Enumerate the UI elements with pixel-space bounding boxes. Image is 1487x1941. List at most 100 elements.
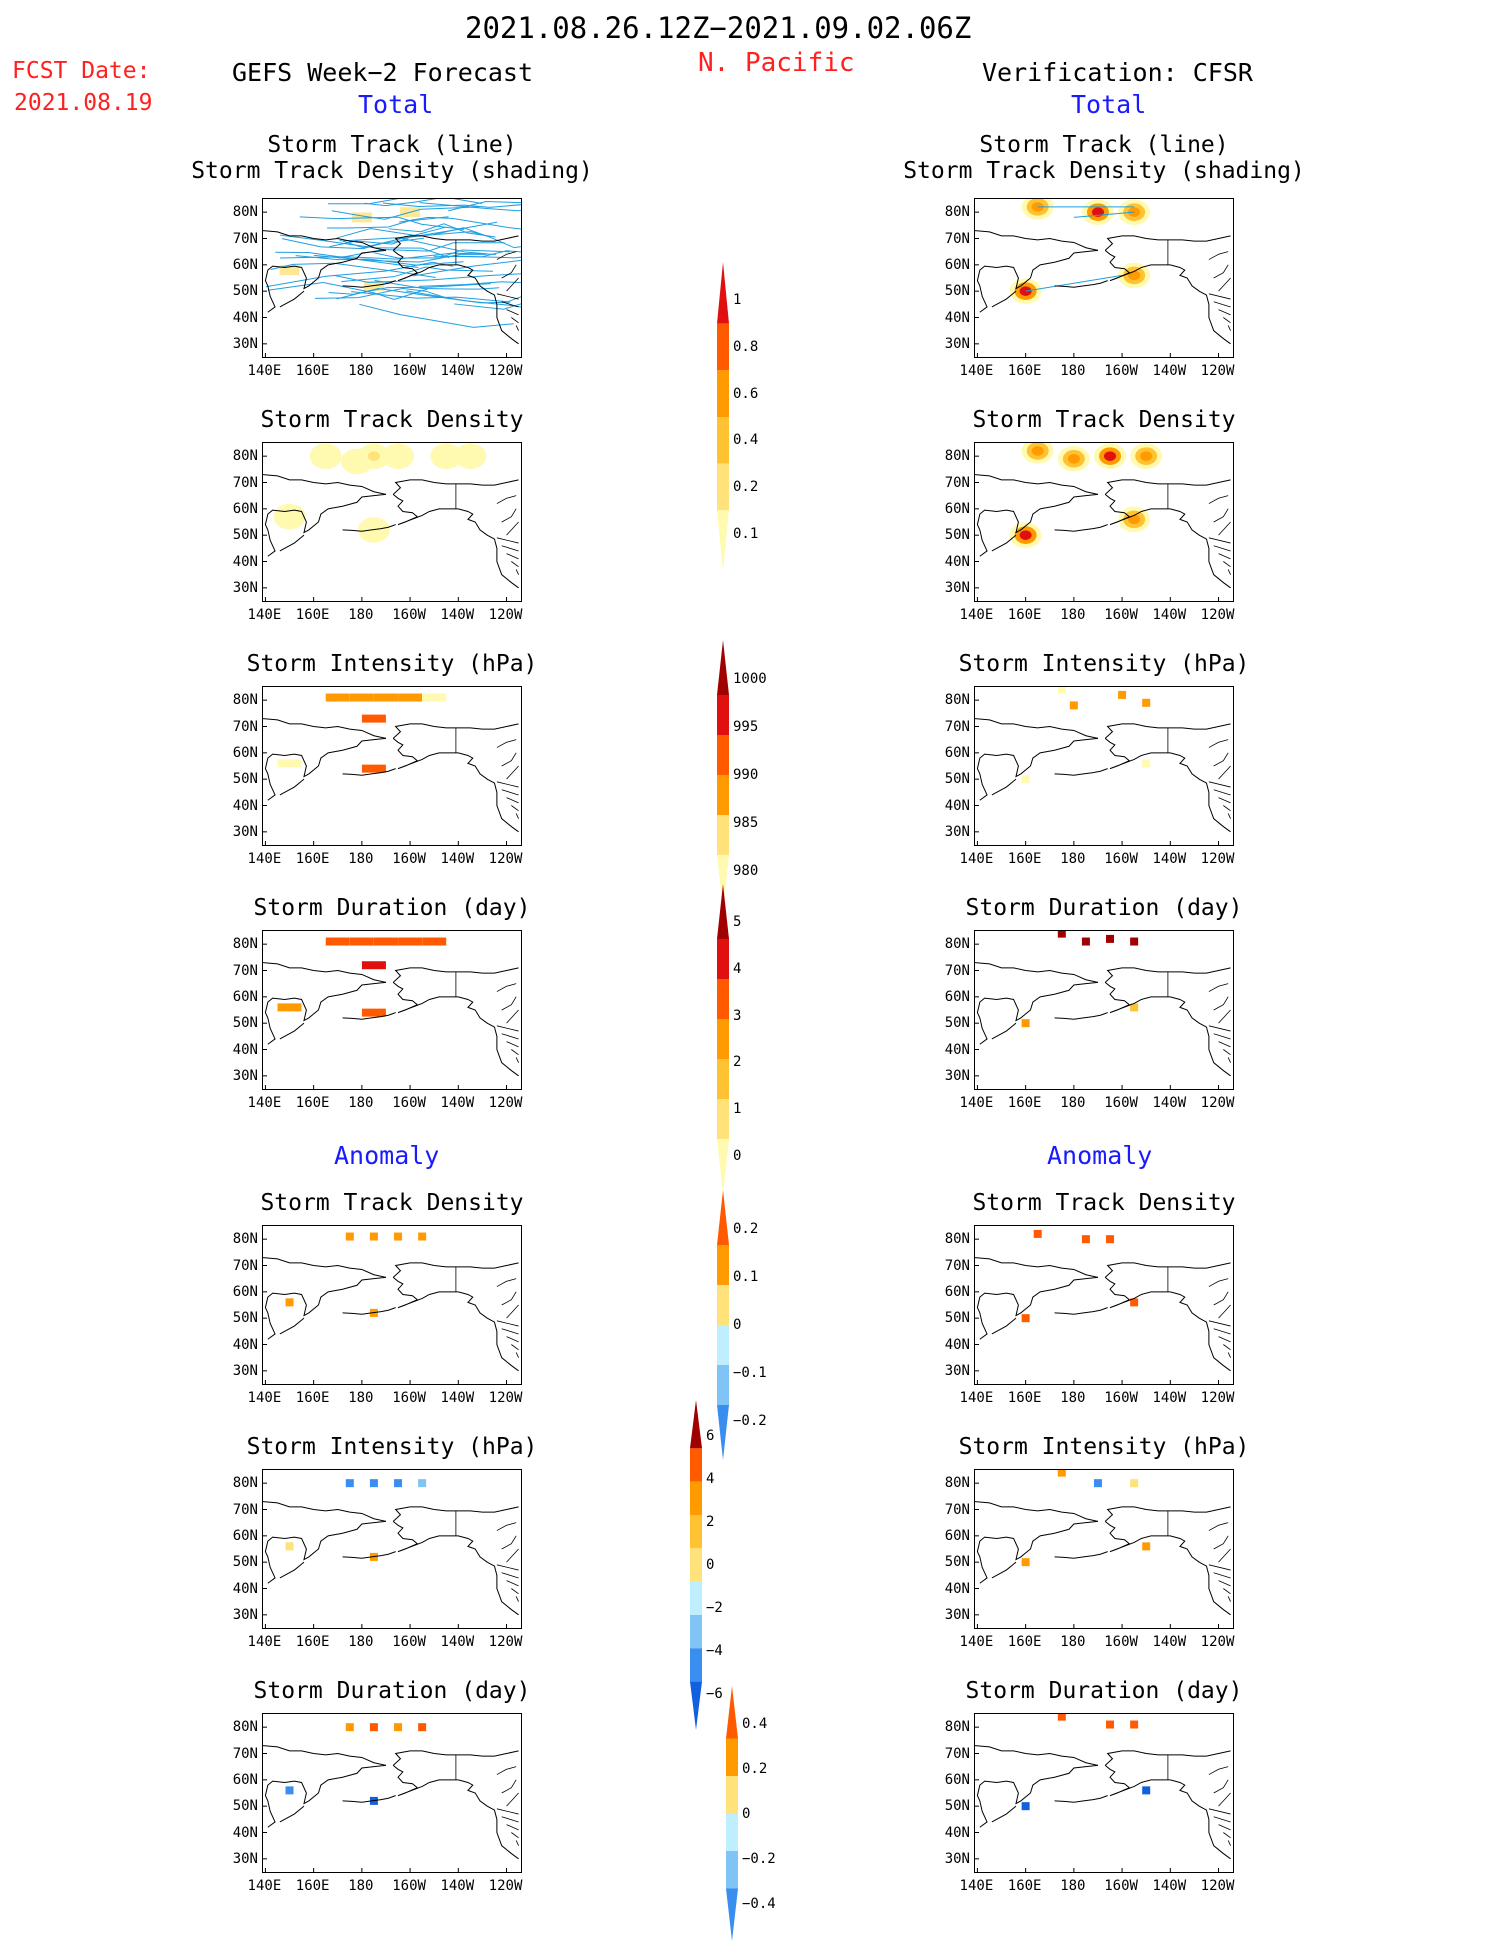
lon-tick-label: 120W [481,1391,531,1405]
lat-tick-label: 40N [218,1043,258,1057]
colorbar-label: 3 [733,1009,741,1023]
lat-tick-label: 50N [218,1799,258,1813]
coastline [975,1746,1231,1859]
lat-tick-label: 30N [218,825,258,839]
cfsr-anom-intensity-map [974,1469,1234,1629]
lon-tick-label: 160E [1000,1635,1050,1649]
grid-cell [362,961,386,969]
lat-tick-label: 70N [218,1259,258,1273]
gefs-intensity-map [262,686,522,846]
colorbar-segment [717,939,729,979]
colorbar-label: 2 [733,1055,741,1069]
lat-tick-label: 80N [218,1232,258,1246]
colorbar-label: 0.8 [733,340,758,354]
colorbar-segment [717,1190,729,1245]
gefs-anom-density-data [286,1233,427,1317]
lon-tick-label: 160W [384,1391,434,1405]
lat-tick-label: 40N [218,1338,258,1352]
lon-tick-label: 140E [951,1391,1001,1405]
lat-tick-label: 60N [218,1285,258,1299]
grid-cell [326,694,350,702]
colorbar-label: 6 [706,1429,714,1443]
grid-cell [1070,701,1078,709]
gefs-track-subtitle: Storm Track Density (shading) [162,160,622,183]
gefs-density-title: Storm Track Density [202,409,582,432]
colorbar-label: 4 [706,1472,714,1486]
lat-tick-label: 40N [218,311,258,325]
lat-tick-label: 80N [218,205,258,219]
lon-tick-label: 160W [1096,364,1146,378]
cfsr-anom-density-title: Storm Track Density [914,1192,1294,1215]
coastline [263,475,519,588]
grid-cell [394,1233,402,1241]
lon-tick-label: 180 [336,1635,386,1649]
lat-tick-label: 30N [218,1852,258,1866]
lat-tick-label: 30N [930,581,970,595]
lat-tick-label: 60N [930,502,970,516]
grid-cell [1142,1786,1150,1794]
storm-track-line [419,203,521,211]
lat-tick-label: 60N [218,502,258,516]
gefs-intensity-data [278,694,447,773]
density-cell [392,451,404,461]
grid-cell [374,938,398,946]
colorbar-label: 0.1 [733,527,758,541]
grid-cell [1130,1721,1138,1729]
grid-cell [422,694,446,702]
density-cell [1032,446,1044,456]
lat-tick-label: 70N [930,720,970,734]
lat-tick-label: 80N [218,937,258,951]
grid-cell [362,765,386,773]
coastline [263,963,519,1076]
cfsr-intensity-data [1022,687,1151,783]
colorbar-segment [717,1365,729,1405]
density-cell [440,451,452,461]
lat-tick-label: 80N [930,449,970,463]
lat-tick-label: 60N [930,990,970,1004]
gefs-intensity-title: Storm Intensity (hPa) [202,653,582,676]
lon-tick-label: 160E [1000,1096,1050,1110]
lat-tick-label: 80N [930,1720,970,1734]
density-cell [368,451,380,461]
lon-tick-label: 160W [384,364,434,378]
grid-cell [374,694,398,702]
gefs-anom-duration-title: Storm Duration (day) [202,1680,582,1703]
colorbar-segment [717,775,729,815]
lon-tick-label: 180 [1048,608,1098,622]
lat-tick-label: 80N [930,205,970,219]
cfsr-total-label: Total [1071,92,1146,117]
lon-tick-label: 140E [239,608,289,622]
colorbar-label: 1000 [733,672,767,686]
grid-cell [370,1479,378,1487]
colorbar-label: 5 [733,915,741,929]
gefs-anomaly-label: Anomaly [334,1143,439,1168]
gefs-anom-density-title: Storm Track Density [202,1192,582,1215]
colorbar-segment [690,1400,702,1448]
colorbar-label: 995 [733,720,758,734]
lon-tick-label: 160E [288,1391,338,1405]
lon-tick-label: 180 [1048,364,1098,378]
coastline [263,719,519,832]
lon-tick-label: 140E [951,852,1001,866]
lat-tick-label: 80N [218,449,258,463]
lat-tick-label: 70N [218,232,258,246]
colorbar-segment [726,1851,738,1889]
lon-tick-label: 180 [1048,1096,1098,1110]
grid-cell [1022,1019,1030,1027]
colorbar-label: 0.1 [733,1270,758,1284]
lon-tick-label: 180 [1048,852,1098,866]
colorbar-segment [717,324,729,371]
grid-cell [1082,938,1090,946]
coastline [975,1502,1231,1615]
lon-tick-label: 120W [481,364,531,378]
density-cell [1020,530,1032,540]
cfsr-track-data [1010,199,1151,304]
colorbar-segment [690,1448,702,1481]
lat-tick-label: 60N [930,746,970,760]
colorbar-segment [690,1648,702,1681]
lon-tick-label: 180 [336,852,386,866]
grid-cell [1058,1470,1066,1477]
